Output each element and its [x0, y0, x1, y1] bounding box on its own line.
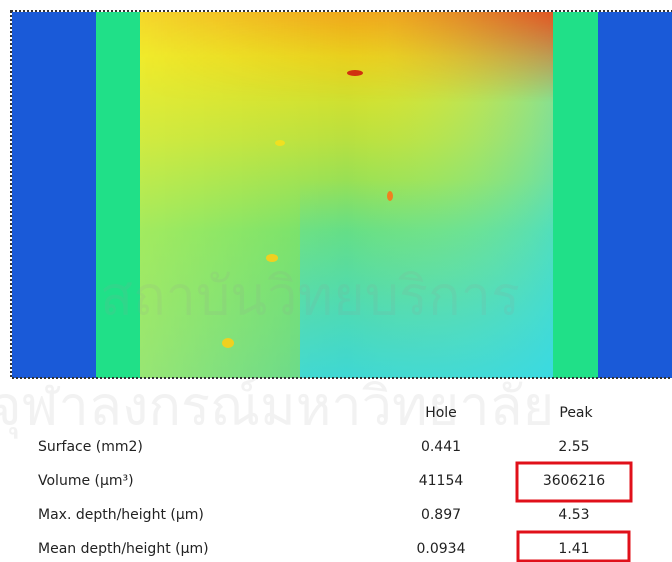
- watermark: สถาบันวิทยบริการ: [100, 265, 520, 328]
- column-header: Peak: [559, 405, 593, 421]
- results-table: Hole Peak Surface (mm2) 0.441 2.55 Volume (…: [38, 405, 633, 562]
- surface-map: [10, 10, 672, 379]
- hole-value: 0.441: [421, 439, 461, 455]
- row-label: Max. depth/height (µm): [38, 507, 204, 523]
- watermark: จุฬาลงกรณ์มหาวิทยาลัย: [0, 375, 554, 440]
- row-label: Surface (mm2): [38, 439, 143, 455]
- hole-value: 41154: [419, 473, 464, 489]
- peak-value: 4.53: [558, 507, 589, 523]
- peak-value: 3606216: [543, 473, 605, 489]
- peak-value: 1.41: [558, 541, 589, 557]
- hole-value: 0.897: [421, 507, 461, 523]
- peak-value: 2.55: [558, 439, 589, 455]
- highlight-box: [515, 461, 633, 503]
- column-header: Hole: [425, 405, 457, 421]
- highlight-box: [516, 530, 631, 562]
- row-label: Volume (µm³): [38, 473, 134, 489]
- row-label: Mean depth/height (µm): [38, 541, 209, 557]
- hole-value: 0.0934: [417, 541, 466, 557]
